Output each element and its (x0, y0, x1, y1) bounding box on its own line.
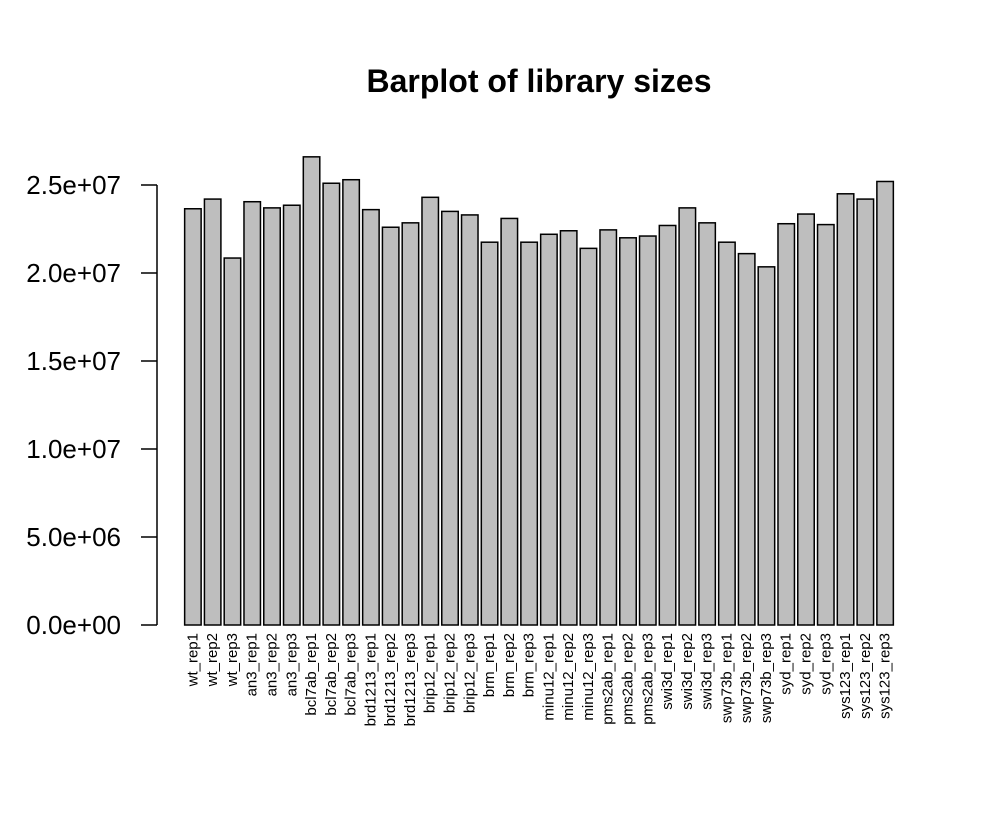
bar-syd_rep3 (816, 223, 835, 626)
x-tick-label: sys123_rep1 (837, 633, 854, 719)
bar-syd_rep2 (797, 213, 815, 626)
x-tick-label: an3_rep2 (264, 633, 281, 696)
bar-minu12_rep1 (539, 233, 558, 626)
x-tick-label: bcl7ab_rep3 (343, 633, 360, 716)
x-tick-label: brd1213_rep2 (382, 633, 399, 726)
y-tick-label: 2.0e+07 (26, 258, 121, 288)
x-tick-label: bcl7ab_rep2 (323, 633, 340, 716)
x-tick-label: pms2ab_rep1 (600, 633, 617, 725)
y-tick-label: 1.5e+07 (26, 346, 121, 376)
x-tick-label: brip12_rep3 (461, 633, 478, 713)
bar-pms2ab_rep1 (599, 229, 618, 626)
bar-brm_rep3 (520, 241, 539, 626)
bar-an3_rep3 (282, 204, 301, 626)
x-tick-label: an3_rep3 (283, 633, 300, 696)
bar-pms2ab_rep2 (619, 237, 637, 626)
bar-brip12_rep1 (421, 196, 440, 626)
x-tick-label: wt_rep2 (204, 633, 221, 687)
x-tick-label: brm_rep3 (521, 633, 538, 697)
bar-brd1213_rep2 (381, 226, 400, 626)
x-tick-label: minu12_rep2 (560, 633, 577, 721)
x-tick-label: pms2ab_rep2 (620, 633, 637, 725)
x-tick-label: brm_rep1 (481, 633, 498, 697)
y-axis: 0.0e+00 5.0e+06 1.0e+07 1.5e+07 2.0e+07 2.5e+… (26, 170, 158, 640)
x-tick-labels: wt_rep1 wt_rep2 wt_rep3 an3_rep1 an3_rep2 an3… (184, 633, 893, 726)
x-tick-label: brip12_rep2 (442, 633, 459, 713)
chart-title: Barplot of library sizes (367, 63, 712, 99)
x-tick-label: bcl7ab_rep1 (303, 633, 320, 716)
bar-sys123_rep2 (856, 198, 875, 626)
bar-minu12_rep2 (559, 230, 578, 626)
x-tick-label: swp73b_rep1 (718, 633, 735, 723)
x-tick-label: wt_rep1 (184, 633, 201, 687)
bar-minu12_rep3 (579, 247, 598, 626)
bar-swi3d_rep3 (698, 222, 717, 626)
x-tick-label: pms2ab_rep3 (639, 633, 656, 725)
x-tick-label: swi3d_rep3 (699, 633, 716, 710)
x-tick-label: sys123_rep3 (877, 633, 894, 719)
bar-swi3d_rep2 (678, 207, 697, 626)
bar-bcl7ab_rep3 (342, 178, 361, 626)
x-tick-label: swi3d_rep1 (659, 633, 676, 710)
bar-an3_rep2 (263, 207, 281, 626)
x-tick-label: syd_rep3 (817, 633, 834, 695)
bar-wt_rep3 (223, 257, 242, 626)
bar-bcl7ab_rep1 (302, 156, 321, 626)
x-tick-label: syd_rep2 (798, 633, 815, 695)
bar-brip12_rep2 (441, 210, 459, 626)
y-tick-label: 0.0e+00 (26, 610, 121, 640)
x-tick-label: sys123_rep2 (857, 633, 874, 719)
bar-brd1213_rep1 (361, 208, 380, 626)
bar-brm_rep2 (500, 217, 519, 626)
x-tick-label: brip12_rep1 (422, 633, 439, 713)
bar-wt_rep1 (183, 208, 202, 626)
bar-brd1213_rep3 (401, 222, 420, 626)
x-tick-label: wt_rep3 (224, 633, 241, 687)
bar-brm_rep1 (480, 241, 499, 626)
bar-brip12_rep3 (460, 214, 479, 626)
y-tick-label: 2.5e+07 (26, 170, 121, 200)
y-tick-label: 5.0e+06 (26, 522, 121, 552)
bar-an3_rep1 (243, 200, 262, 626)
x-tick-label: brd1213_rep3 (402, 633, 419, 726)
y-tick-label: 1.0e+07 (26, 434, 121, 464)
bar-bcl7ab_rep2 (322, 182, 341, 626)
x-tick-label: minu12_rep3 (580, 633, 597, 721)
bar-swp73b_rep3 (757, 266, 776, 626)
x-tick-label: an3_rep1 (244, 633, 261, 696)
x-tick-label: minu12_rep1 (540, 633, 557, 721)
bar-swi3d_rep1 (658, 224, 677, 626)
bar-pms2ab_rep3 (638, 235, 657, 626)
bar-swp73b_rep2 (737, 252, 756, 626)
x-tick-label: brd1213_rep1 (362, 633, 379, 726)
x-tick-label: swi3d_rep2 (679, 633, 696, 710)
x-tick-label: syd_rep1 (778, 633, 795, 695)
bar-sys123_rep3 (876, 180, 895, 626)
bar-syd_rep1 (777, 222, 796, 626)
bar-sys123_rep1 (836, 193, 855, 626)
bars-group (183, 156, 895, 626)
bar-swp73b_rep1 (717, 241, 736, 626)
x-tick-label: brm_rep2 (501, 633, 518, 697)
x-tick-label: swp73b_rep2 (738, 633, 755, 723)
x-tick-label: swp73b_rep3 (758, 633, 775, 723)
bar-wt_rep2 (203, 198, 222, 626)
